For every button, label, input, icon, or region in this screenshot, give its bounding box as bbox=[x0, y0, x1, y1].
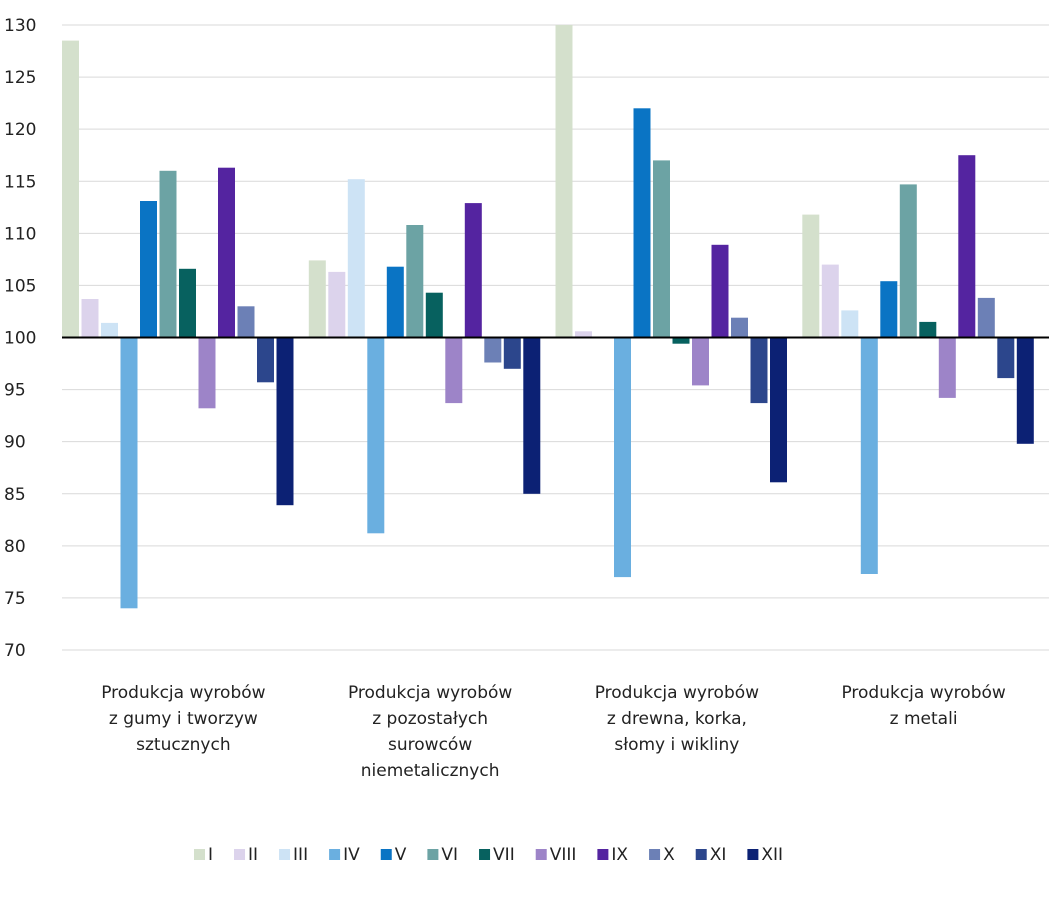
bar-viii-cat1 bbox=[198, 337, 216, 409]
legend-label: VI bbox=[441, 845, 458, 865]
bars bbox=[62, 25, 1034, 609]
bar-iii-cat1 bbox=[101, 322, 118, 338]
y-tick-label: 120 bbox=[4, 120, 36, 140]
bar-v-cat1 bbox=[140, 201, 157, 338]
y-tick-label: 105 bbox=[4, 276, 36, 296]
bar-x-cat1 bbox=[237, 306, 255, 338]
bar-x-cat3 bbox=[731, 317, 748, 338]
bar-vi-cat2 bbox=[406, 225, 424, 338]
bar-xi-cat4 bbox=[997, 337, 1015, 379]
bar-x-cat4 bbox=[977, 297, 995, 338]
bar-vii-cat1 bbox=[179, 268, 196, 338]
y-axis-tick-labels: 70 75 80 85 90 95 100 105 110 115 120 125 130 bbox=[4, 16, 36, 661]
bar-v-cat2 bbox=[386, 266, 404, 338]
bar-iv-cat3 bbox=[614, 337, 631, 578]
bar-vi-cat4 bbox=[899, 184, 917, 338]
category-label: Produkcja wyrobów z gumy i tworzyw sztuczn… bbox=[101, 683, 265, 755]
legend-label: IV bbox=[343, 845, 360, 865]
legend-label: XI bbox=[710, 845, 727, 865]
bar-iii-cat2 bbox=[347, 179, 365, 338]
bar-ix-cat1 bbox=[218, 167, 235, 338]
bar-v-cat4 bbox=[880, 281, 898, 338]
bar-v-cat3 bbox=[633, 108, 651, 338]
bar-xii-cat1 bbox=[276, 337, 294, 506]
legend-swatch bbox=[695, 849, 707, 860]
legend-label: IX bbox=[611, 845, 628, 865]
legend-label: II bbox=[248, 845, 258, 865]
bar-i-cat1 bbox=[62, 40, 79, 338]
y-tick-label: 80 bbox=[4, 537, 26, 557]
bar-vii-cat2 bbox=[425, 292, 443, 338]
legend-swatch bbox=[427, 849, 439, 860]
legend-swatch bbox=[597, 849, 609, 860]
bar-viii-cat3 bbox=[692, 337, 709, 386]
bar-ii-cat2 bbox=[328, 271, 346, 338]
bar-xii-cat3 bbox=[770, 337, 787, 483]
y-tick-label: 75 bbox=[4, 589, 26, 609]
bar-xii-cat2 bbox=[523, 337, 541, 494]
y-tick-label: 100 bbox=[4, 329, 36, 349]
legend-swatch bbox=[479, 849, 491, 860]
legend-swatch bbox=[234, 849, 246, 860]
category-labels: Produkcja wyrobów z gumy i tworzyw sztuczn… bbox=[101, 683, 1006, 781]
bar-iv-cat2 bbox=[367, 337, 385, 534]
legend-label: X bbox=[663, 845, 675, 865]
y-tick-label: 95 bbox=[4, 381, 26, 401]
legend-label: XII bbox=[761, 845, 783, 865]
bar-x-cat2 bbox=[484, 337, 502, 363]
y-tick-label: 125 bbox=[4, 68, 36, 88]
y-tick-label: 85 bbox=[4, 485, 26, 505]
y-tick-label: 130 bbox=[4, 16, 36, 36]
legend-swatch bbox=[279, 849, 291, 860]
bar-ix-cat3 bbox=[711, 244, 729, 338]
legend-swatch bbox=[535, 849, 547, 860]
bar-xi-cat2 bbox=[503, 337, 521, 369]
bar-ii-cat4 bbox=[821, 264, 839, 338]
legend-swatch bbox=[380, 849, 392, 860]
bar-vi-cat3 bbox=[653, 160, 670, 338]
legend-label: V bbox=[395, 845, 407, 865]
legend: I II III IV V VI VII VIII IX X XI XII bbox=[194, 845, 783, 865]
y-tick-label: 115 bbox=[4, 172, 36, 192]
legend-label: VIII bbox=[550, 845, 577, 865]
bar-vii-cat3 bbox=[672, 337, 690, 344]
legend-swatch bbox=[329, 849, 341, 860]
category-label: Produkcja wyrobów z metali bbox=[841, 683, 1005, 729]
bar-xi-cat3 bbox=[750, 337, 768, 404]
legend-swatch bbox=[194, 849, 205, 860]
bar-iv-cat1 bbox=[120, 337, 138, 609]
bar-i-cat2 bbox=[308, 260, 326, 338]
bar-xi-cat1 bbox=[257, 337, 274, 383]
bar-i-cat3 bbox=[555, 25, 573, 338]
bar-vi-cat1 bbox=[159, 170, 177, 338]
y-tick-label: 110 bbox=[4, 224, 36, 244]
category-label: Produkcja wyrobów z drewna, korka, słomy i… bbox=[595, 683, 759, 755]
y-tick-label: 70 bbox=[4, 641, 26, 661]
bar-ii-cat1 bbox=[81, 299, 99, 338]
bar-viii-cat2 bbox=[445, 337, 463, 404]
legend-label: III bbox=[293, 845, 308, 865]
bar-ii-cat3 bbox=[575, 331, 592, 338]
legend-label: VII bbox=[493, 845, 515, 865]
category-label: Produkcja wyrobów z pozostałych surowców ni… bbox=[348, 683, 512, 781]
bar-iii-cat4 bbox=[841, 310, 859, 338]
bar-xii-cat4 bbox=[1016, 337, 1034, 444]
bar-i-cat4 bbox=[802, 214, 820, 338]
legend-swatch bbox=[747, 849, 759, 860]
bar-ix-cat4 bbox=[958, 155, 976, 338]
bar-vii-cat4 bbox=[919, 321, 937, 338]
legend-label: I bbox=[208, 845, 213, 865]
y-tick-label: 90 bbox=[4, 433, 26, 453]
bar-iv-cat4 bbox=[860, 337, 878, 574]
bar-ix-cat2 bbox=[464, 203, 482, 338]
bar-viii-cat4 bbox=[938, 337, 956, 398]
legend-swatch bbox=[649, 849, 661, 860]
